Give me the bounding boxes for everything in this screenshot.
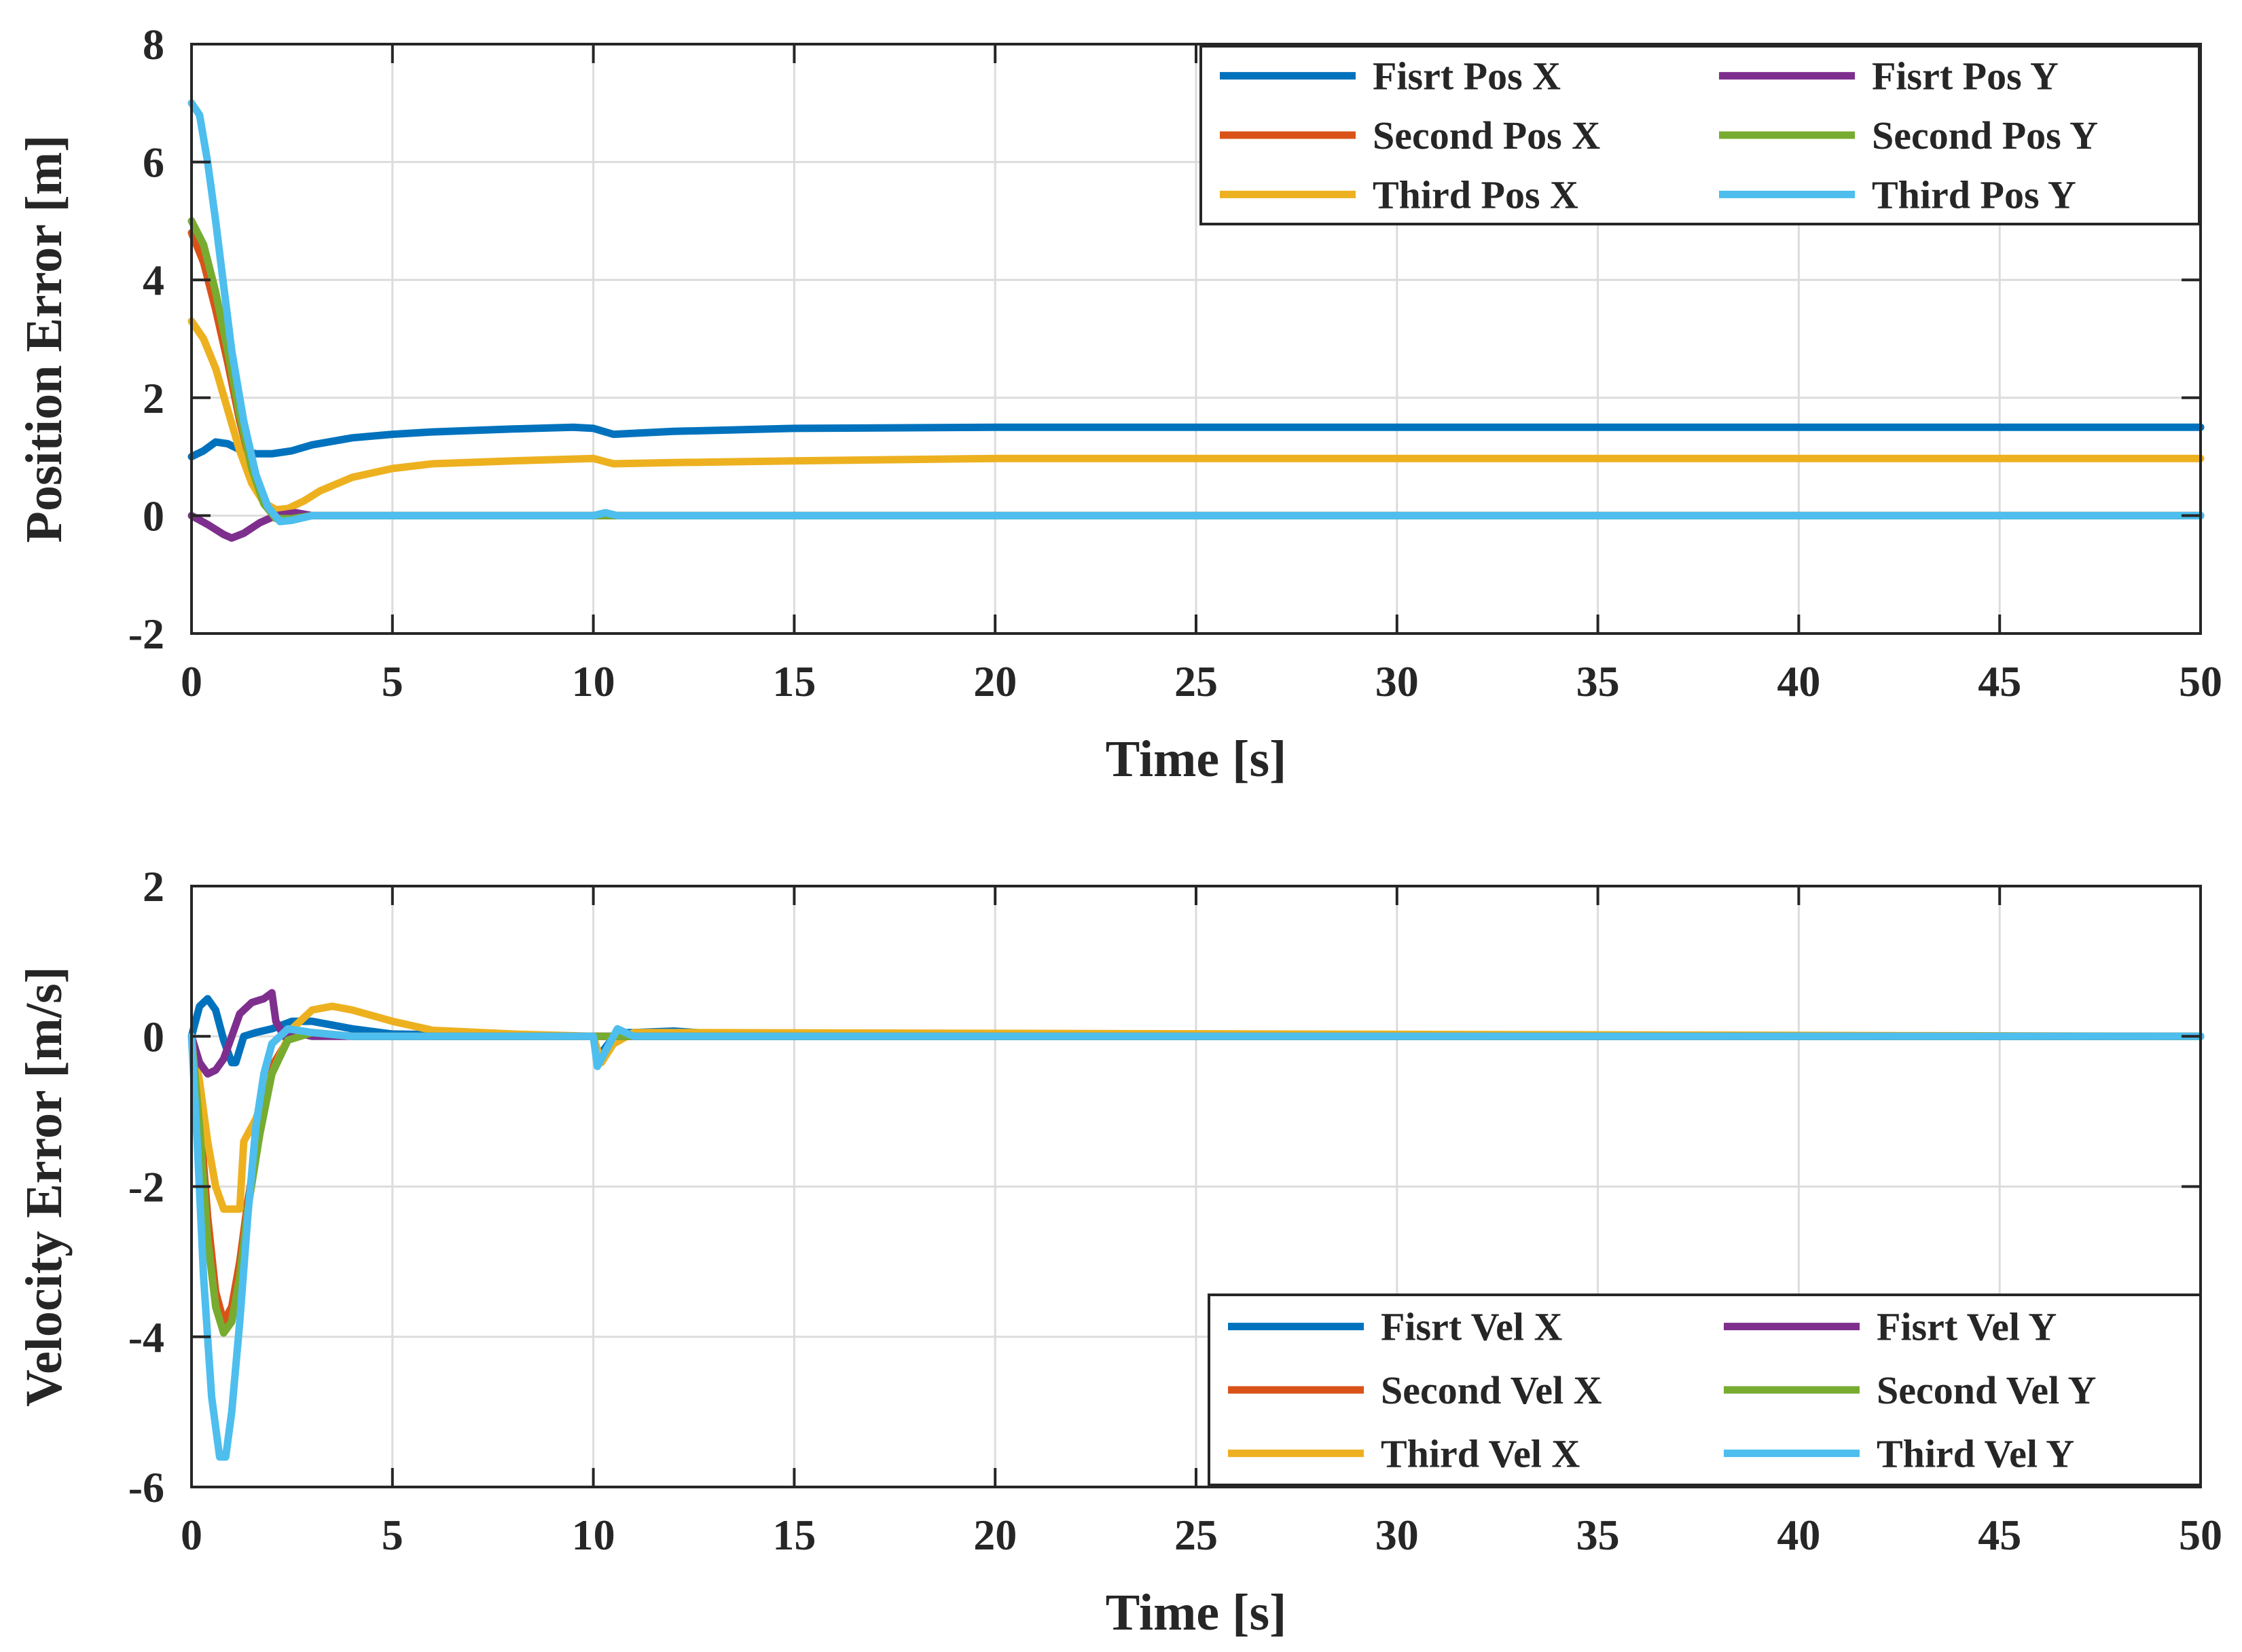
legend-label: Fisrt Pos X bbox=[1373, 54, 1561, 98]
x-tick-label: 5 bbox=[382, 1511, 403, 1559]
y-tick-label: -2 bbox=[128, 1163, 164, 1211]
legend-label: Third Pos X bbox=[1373, 172, 1578, 217]
x-tick-label: 20 bbox=[973, 1511, 1017, 1559]
legend-item: Second Vel X bbox=[1228, 1368, 1602, 1412]
y-tick-label: 0 bbox=[143, 1012, 164, 1061]
legend-label: Third Vel X bbox=[1381, 1431, 1580, 1475]
legend-label: Fisrt Vel X bbox=[1381, 1305, 1563, 1349]
y-tick-label: -2 bbox=[128, 610, 164, 658]
legend-item: Fisrt Pos X bbox=[1220, 54, 1561, 98]
legend-item: Third Vel Y bbox=[1724, 1431, 2074, 1475]
legend-item: Second Pos Y bbox=[1719, 113, 2098, 158]
x-axis-label: Time [s] bbox=[1106, 1584, 1287, 1641]
legend-label: Fisrt Vel Y bbox=[1877, 1305, 2057, 1349]
series-line-third-pos-x bbox=[187, 317, 2205, 514]
y-tick-label: -6 bbox=[128, 1463, 164, 1511]
x-tick-label: 35 bbox=[1576, 657, 1620, 705]
chart-1-group: 0 5 10 15 20 25 30 35 40 45 50 -2 0 2 4 6 8 Time [s] Posit… bbox=[16, 20, 2222, 788]
series-line-third-pos-y bbox=[187, 99, 2205, 526]
legend-item: Third Pos Y bbox=[1719, 172, 2076, 217]
legend-item: Second Vel Y bbox=[1724, 1368, 2096, 1412]
x-tick-label: 10 bbox=[572, 1511, 615, 1559]
legend-item: Second Pos X bbox=[1220, 113, 1600, 158]
x-tick-label: 10 bbox=[572, 657, 615, 705]
legend-item: Fisrt Pos Y bbox=[1719, 54, 2059, 98]
y-tick-label: 2 bbox=[143, 862, 164, 911]
y-tick-label: 0 bbox=[143, 492, 164, 540]
x-tick-label: 30 bbox=[1375, 657, 1419, 705]
legend-label: Fisrt Pos Y bbox=[1872, 54, 2059, 98]
x-tick-label: 15 bbox=[772, 657, 816, 705]
x-axis-label: Time [s] bbox=[1106, 731, 1287, 788]
x-tick-label: 0 bbox=[181, 1511, 202, 1559]
series-line-fisrt-vel-y bbox=[187, 989, 2205, 1078]
chart-2-group: 0 5 10 15 20 25 30 35 40 45 50 -6 -4 -2 0 2 Time [s] Velo… bbox=[16, 862, 2222, 1641]
legend-box bbox=[1208, 1293, 2202, 1486]
series-line-third-vel-y bbox=[187, 1025, 2205, 1461]
legend-item: Fisrt Vel Y bbox=[1724, 1305, 2057, 1349]
y-tick-label: 6 bbox=[143, 139, 164, 187]
series-line-fisrt-pos-x bbox=[187, 423, 2205, 461]
y-tick-label: 8 bbox=[143, 20, 164, 69]
x-tick-label: 15 bbox=[772, 1511, 816, 1559]
legend-item: Third Pos X bbox=[1220, 172, 1578, 217]
x-tick-label: 35 bbox=[1576, 1511, 1620, 1559]
legend: Fisrt Pos X Second Pos X Third Pos X Fisrt … bbox=[1199, 45, 2201, 225]
x-tick-label: 25 bbox=[1174, 657, 1218, 705]
x-tick-label: 20 bbox=[973, 657, 1017, 705]
x-tick-label: 45 bbox=[1978, 657, 2021, 705]
x-tick-label: 45 bbox=[1978, 1511, 2021, 1559]
y-tick-label: 4 bbox=[143, 256, 164, 304]
legend-label: Second Vel Y bbox=[1877, 1368, 2096, 1412]
y-axis-label: Position Error [m] bbox=[16, 135, 73, 543]
x-tick-label: 30 bbox=[1375, 1511, 1419, 1559]
x-tick-label: 50 bbox=[2179, 657, 2222, 705]
legend-box bbox=[1199, 45, 2201, 225]
x-tick-label: 5 bbox=[382, 657, 403, 705]
y-tick-label: 2 bbox=[143, 374, 164, 422]
y-tick-label: -4 bbox=[128, 1313, 164, 1361]
legend-label: Third Vel Y bbox=[1877, 1431, 2074, 1475]
legend-item: Third Vel X bbox=[1228, 1431, 1580, 1475]
legend-label: Third Pos Y bbox=[1872, 172, 2076, 217]
x-tick-label: 50 bbox=[2179, 1511, 2222, 1559]
x-tick-label: 40 bbox=[1777, 1511, 1820, 1559]
legend-item: Fisrt Vel X bbox=[1228, 1305, 1563, 1349]
x-tick-label: 25 bbox=[1174, 1511, 1218, 1559]
legend-label: Second Vel X bbox=[1381, 1368, 1602, 1412]
legend: Fisrt Vel X Second Vel X Third Vel X Fisrt … bbox=[1208, 1293, 2202, 1486]
y-axis-label: Velocity Error [m/s] bbox=[16, 966, 73, 1407]
legend-label: Second Pos Y bbox=[1872, 113, 2098, 158]
x-tick-label: 0 bbox=[181, 657, 202, 705]
legend-label: Second Pos X bbox=[1373, 113, 1600, 158]
x-tick-label: 40 bbox=[1777, 657, 1820, 705]
